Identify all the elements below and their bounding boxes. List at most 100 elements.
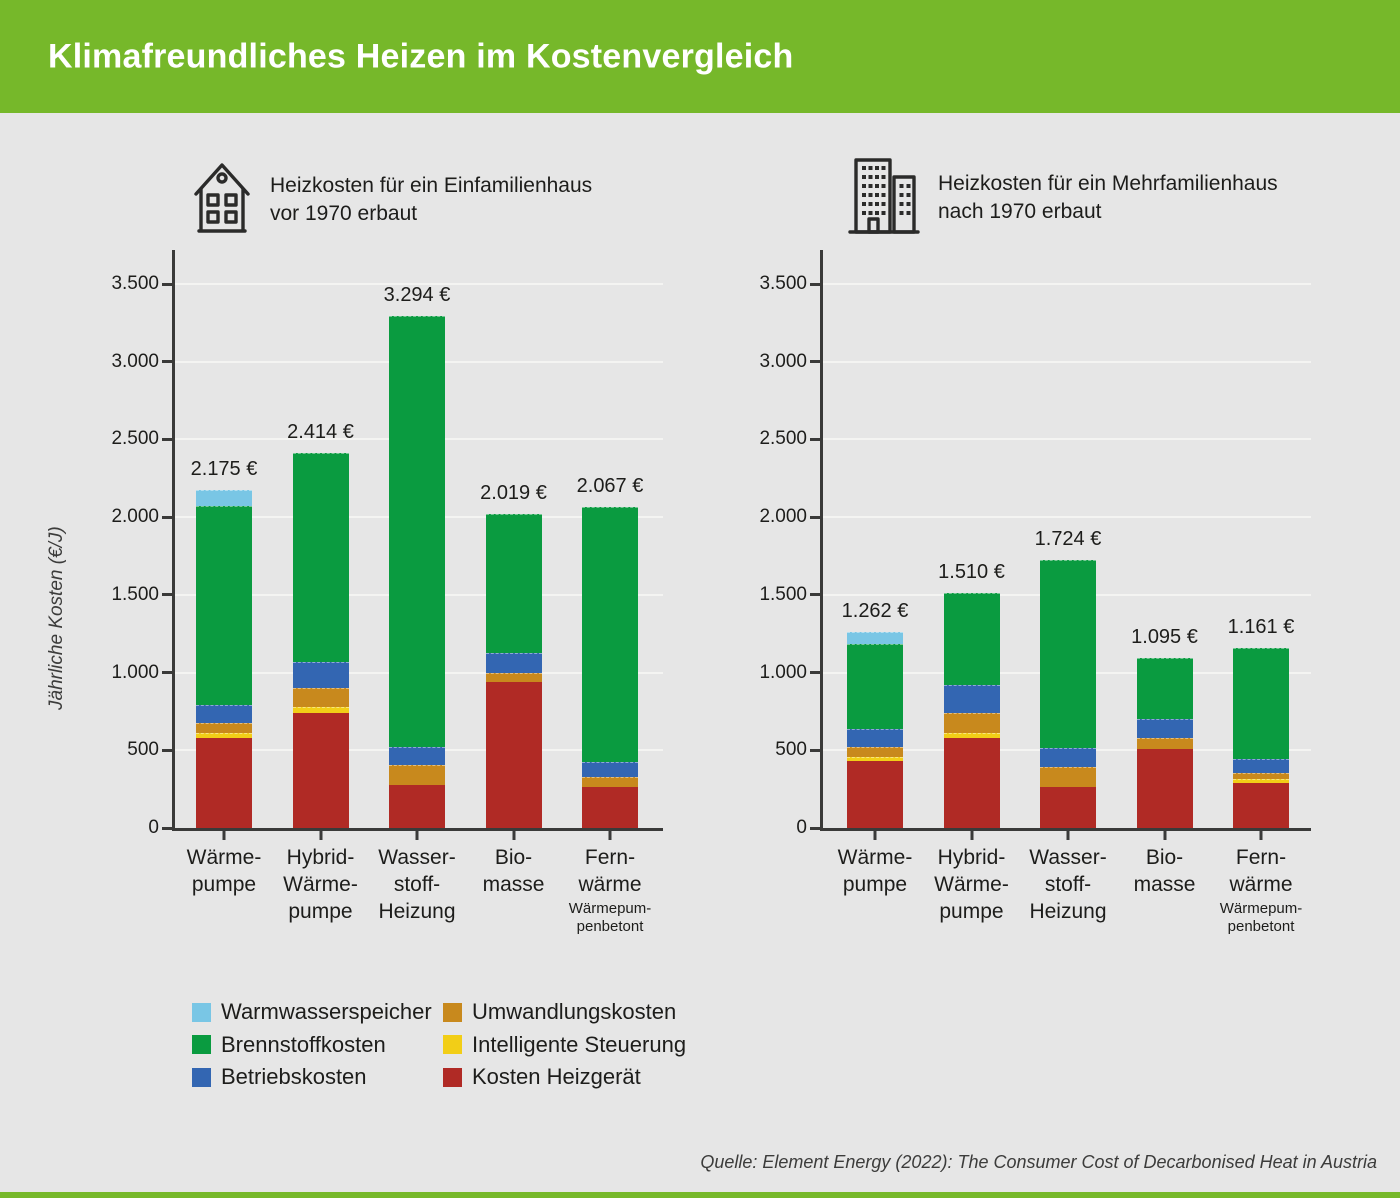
gridline (823, 283, 1311, 285)
bar-segment-intelligente_steuerung (196, 733, 252, 738)
bottom-green-strip (0, 1192, 1400, 1198)
bar-total-label: 2.067 € (576, 474, 644, 497)
chart-title-mehrfamilienhaus: Heizkosten für ein Mehrfamilienhaus nach… (938, 170, 1278, 226)
y-tick-label: 2.000 (759, 506, 807, 528)
bar-segment-kosten_heizgeraet (1233, 782, 1289, 828)
y-tick-label: 2.000 (111, 506, 159, 528)
y-tick-mark (162, 515, 172, 519)
bar-segment-kosten_heizgeraet (847, 761, 903, 828)
y-tick-mark (162, 360, 172, 364)
y-tick-mark (810, 360, 820, 364)
bar-segment-kosten_heizgeraet (1040, 786, 1096, 828)
bar-segment-umwandlungskosten (292, 688, 349, 707)
y-tick-label: 3.000 (759, 350, 807, 372)
legend-item-betriebskosten: Betriebskosten (192, 1064, 367, 1090)
y-tick-mark (162, 671, 172, 675)
y-tick-mark (810, 437, 820, 441)
bar-fernwärme (582, 506, 638, 828)
page-title: Klimafreundliches Heizen im Kostenvergle… (48, 37, 794, 75)
bar-segment-umwandlungskosten (389, 764, 445, 786)
bar-biomasse (485, 514, 542, 828)
bar-segment-betriebskosten (1040, 748, 1096, 767)
chart-title-line: nach 1970 erbaut (938, 200, 1102, 223)
x-axis-label-line: Fern- (1235, 846, 1287, 869)
x-axis-label-line: pumpe (939, 900, 1004, 923)
x-axis-sublabel-line: Wärmepum- (568, 900, 652, 917)
y-tick-label: 3.500 (111, 273, 159, 294)
bar-segment-kosten_heizgeraet (1136, 749, 1193, 828)
gridline (823, 360, 1311, 363)
x-axis-label: Wärme-pumpe (187, 844, 262, 898)
bar-segment-brennstoffkosten (943, 593, 1000, 686)
bar-segment-kosten_heizgeraet (943, 737, 1000, 828)
bar-segment-betriebskosten (943, 685, 1000, 714)
bar-segment-brennstoffkosten (1040, 560, 1096, 749)
y-tick-mark (162, 282, 172, 286)
x-axis-label: Hybrid- Wärme-pumpe (934, 844, 1009, 925)
legend-item-intelligente_steuerung: Intelligente Steuerung (443, 1032, 686, 1058)
bar-wasserstoffheizung (1040, 560, 1096, 828)
bar-segment-umwandlungskosten (1233, 773, 1289, 780)
legend-item-warmwasserspeicher: Warmwasserspeicher (192, 999, 432, 1025)
bar-total-label: 1.161 € (1227, 615, 1295, 638)
y-tick-label: 1.000 (111, 661, 159, 683)
gridline (175, 283, 663, 285)
bar-segment-kosten_heizgeraet (196, 737, 252, 828)
legend-label: Umwandlungskosten (472, 999, 677, 1024)
y-tick-mark (810, 515, 820, 519)
bar-segment-brennstoffkosten (389, 316, 445, 747)
y-tick-label: 500 (775, 739, 807, 761)
legend: Warmwasserspeicher Brennstoffkosten Betrie… (192, 999, 892, 1099)
bar-segment-betriebskosten (1233, 759, 1289, 774)
source-note: Quelle: Element Energy (2022): The Consu… (700, 1152, 1377, 1172)
y-tick-mark (162, 826, 172, 830)
legend-swatch-umwandlungskosten (443, 1002, 462, 1022)
x-axis-label-line: wärme (1229, 873, 1293, 896)
bar-segment-kosten_heizgeraet (292, 713, 349, 828)
x-axis-label-line: Hybrid- (286, 846, 355, 869)
x-axis-label-line: pumpe (842, 873, 908, 896)
x-axis-label-line: stoff- (1044, 873, 1092, 896)
building-icon (848, 158, 920, 234)
y-tick-mark (162, 437, 172, 441)
bar-segment-betriebskosten (196, 705, 252, 724)
y-tick-label: 2.500 (759, 428, 807, 450)
chart-title-line: vor 1970 erbaut (270, 202, 418, 225)
bar-wärmepumpe (196, 490, 252, 828)
x-tick-mark (608, 831, 612, 840)
bar-total-label: 1.724 € (1034, 528, 1102, 551)
bar-wärmepumpe (847, 631, 903, 828)
x-axis-label: Bio-masse (483, 844, 545, 898)
x-axis-label-line: Wärme- (186, 846, 262, 869)
x-axis-label-line: Wärme- (283, 873, 358, 896)
chart-header-mehrfamilienhaus: Heizkosten für ein Mehrfamilienhaus nach… (848, 156, 1278, 236)
bar-segment-betriebskosten (582, 761, 638, 777)
bar-segment-intelligente_steuerung (943, 732, 1000, 738)
legend-item-brennstoffkosten: Brennstoffkosten (192, 1032, 386, 1058)
x-axis-label-line: wärme (578, 873, 642, 896)
x-axis-label-line: Wasser- (378, 846, 456, 869)
x-axis-sublabel: Wärmepum-penbetont (569, 898, 652, 936)
legend-swatch-warmwasserspeicher (192, 1002, 211, 1022)
y-tick-label: 0 (796, 817, 807, 838)
x-axis-label-line: Heizung (1029, 900, 1107, 923)
x-tick-mark (873, 831, 877, 840)
bar-total-label: 1.510 € (938, 561, 1005, 584)
legend-label: Intelligente Steuerung (472, 1031, 687, 1057)
bar-segment-brennstoffkosten (1233, 647, 1289, 760)
legend-label: Betriebskosten (221, 1064, 367, 1089)
x-axis-label: Bio-masse (1134, 844, 1196, 898)
y-tick-mark (162, 593, 172, 597)
x-axis-label-line: Wasser- (1029, 846, 1107, 869)
bar-segment-warmwasserspeicher (847, 631, 903, 645)
x-axis-label: Fern-wärme Wärmepum-penbetont (1220, 844, 1303, 936)
legend-label: Warmwasserspeicher (221, 999, 432, 1024)
x-axis-label-line: Heizung (378, 900, 456, 923)
y-tick-mark (810, 593, 820, 597)
bar-segment-brennstoffkosten (1136, 657, 1193, 720)
bar-segment-kosten_heizgeraet (582, 786, 638, 828)
bar-segment-intelligente_steuerung (1233, 779, 1289, 783)
bar-segment-brennstoffkosten (485, 514, 542, 654)
x-tick-mark (1066, 831, 1070, 840)
house-icon (194, 163, 250, 233)
